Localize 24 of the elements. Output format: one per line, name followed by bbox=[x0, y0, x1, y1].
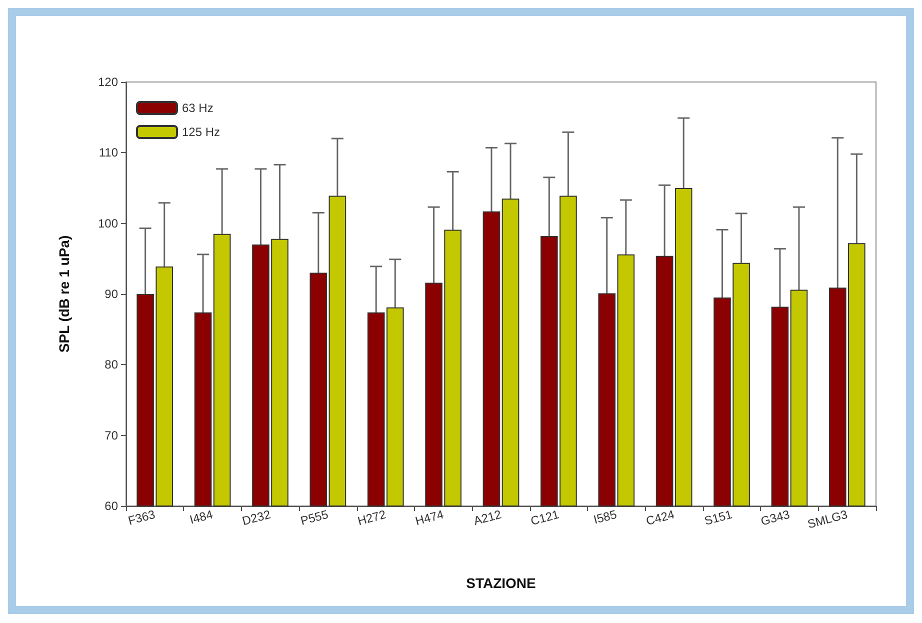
x-tick-label: H474 bbox=[414, 507, 446, 528]
y-axis-title: SPL (dB re 1 uPa) bbox=[56, 235, 72, 353]
y-tick-label: 80 bbox=[104, 358, 118, 372]
x-tick-label: A212 bbox=[472, 507, 504, 528]
legend-label: 63 Hz bbox=[182, 101, 214, 115]
x-tick-label: C424 bbox=[644, 507, 676, 528]
x-tick-label: D232 bbox=[240, 507, 272, 528]
x-tick-label: F363 bbox=[126, 507, 157, 528]
x-tick-label: S151 bbox=[702, 507, 734, 528]
x-tick-label: I585 bbox=[592, 507, 619, 527]
y-tick-label: 60 bbox=[104, 499, 118, 513]
x-axis-title: STAZIONE bbox=[466, 575, 536, 591]
legend-label: 125 Hz bbox=[182, 125, 220, 139]
y-tick-label: 90 bbox=[104, 287, 118, 301]
x-tick-label: G343 bbox=[759, 507, 792, 528]
y-tick-label: 100 bbox=[98, 216, 118, 230]
x-tick-label: H272 bbox=[356, 507, 388, 528]
x-tick-label: C121 bbox=[529, 507, 561, 528]
x-tick-label: P555 bbox=[299, 507, 330, 528]
y-tick-label: 70 bbox=[104, 428, 118, 442]
x-tick-label: I484 bbox=[188, 507, 215, 527]
x-tick-label: SMLG3 bbox=[806, 507, 850, 532]
y-tick-label: 120 bbox=[98, 75, 118, 89]
y-tick-label: 110 bbox=[98, 146, 118, 160]
